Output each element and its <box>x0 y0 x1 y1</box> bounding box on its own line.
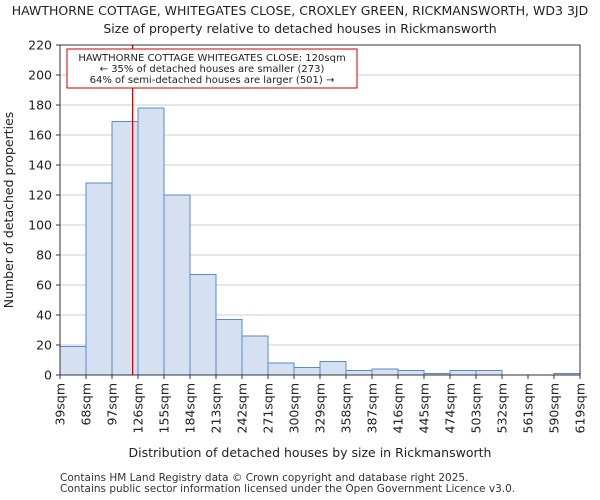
annotation-line-1: HAWTHORNE COTTAGE WHITEGATES CLOSE: 120s… <box>78 53 345 64</box>
x-tick-label: 155sqm <box>157 383 172 433</box>
x-ticks: 39sqm 68sqm 97sqm 126sqm 155sqm 184sqm 213sqm 2… <box>53 375 588 433</box>
bar-474sqm <box>449 370 477 376</box>
x-tick-label: 474sqm <box>443 383 458 433</box>
bar-155sqm <box>163 194 191 376</box>
bar-97sqm <box>111 121 139 376</box>
y-tick-label: 0 <box>44 368 52 383</box>
x-axis-title: Distribution of detached houses by size … <box>129 445 492 460</box>
x-tick-label: 184sqm <box>183 383 198 433</box>
bars <box>59 107 581 376</box>
x-tick-label: 126sqm <box>131 383 146 433</box>
x-tick-label: 619sqm <box>573 383 588 433</box>
footer-line-1: Contains HM Land Registry data © Crown c… <box>60 472 469 484</box>
x-tick-label: 532sqm <box>495 383 510 433</box>
y-tick-label: 220 <box>28 38 52 53</box>
y-tick-label: 100 <box>28 218 52 233</box>
footer-line-2: Contains public sector information licen… <box>60 483 516 495</box>
y-tick-label: 200 <box>28 68 52 83</box>
x-tick-label: 39sqm <box>53 383 68 426</box>
y-tick-label: 140 <box>28 158 52 173</box>
bar-503sqm <box>475 370 503 376</box>
y-tick-label: 180 <box>28 98 52 113</box>
y-tick-label: 120 <box>28 188 52 203</box>
y-axis-title: Number of detached properties <box>1 112 16 309</box>
x-tick-label: 213sqm <box>209 383 224 433</box>
x-tick-label: 271sqm <box>261 383 276 433</box>
x-tick-label: 329sqm <box>313 383 328 433</box>
footer: Contains HM Land Registry data © Crown c… <box>60 473 515 495</box>
x-tick-label: 358sqm <box>339 383 354 433</box>
x-tick-label: 590sqm <box>547 383 562 433</box>
y-tick-label: 60 <box>36 278 52 293</box>
bar-416sqm <box>397 370 425 376</box>
annotation-line-3: 64% of semi-detached houses are larger (… <box>90 75 335 86</box>
plot-frame <box>59 44 581 376</box>
x-tick-label: 300sqm <box>287 383 302 433</box>
x-tick-label: 561sqm <box>521 383 536 433</box>
bar-39sqm <box>59 346 87 376</box>
bar-126sqm <box>137 107 165 376</box>
bar-300sqm <box>293 367 321 376</box>
chart-subtitle: Size of property relative to detached ho… <box>103 21 496 36</box>
y-tick-label: 160 <box>28 128 52 143</box>
annotation-box: HAWTHORNE COTTAGE WHITEGATES CLOSE: 120s… <box>66 48 358 89</box>
y-tick-label: 20 <box>36 338 52 353</box>
y-tick-label: 40 <box>36 308 52 323</box>
x-tick-label: 68sqm <box>79 383 94 426</box>
y-tick-label: 80 <box>36 248 52 263</box>
x-tick-label: 445sqm <box>417 383 432 433</box>
bar-242sqm <box>241 335 269 376</box>
bar-213sqm <box>215 319 243 376</box>
x-tick-label: 97sqm <box>105 383 120 426</box>
x-tick-label: 416sqm <box>391 383 406 433</box>
x-tick-label: 242sqm <box>235 383 250 433</box>
bar-271sqm <box>267 362 295 376</box>
bar-329sqm <box>319 361 347 376</box>
bar-184sqm <box>189 274 217 376</box>
bar-68sqm <box>85 182 113 376</box>
bar-358sqm <box>345 370 373 376</box>
chart-title: HAWTHORNE COTTAGE, WHITEGATES CLOSE, CRO… <box>12 3 588 18</box>
x-tick-label: 387sqm <box>365 383 380 433</box>
x-tick-label: 503sqm <box>469 383 484 433</box>
bar-387sqm <box>371 368 399 376</box>
annotation-line-2: ← 35% of detached houses are smaller (27… <box>100 64 325 75</box>
y-ticks: 0 20 40 60 80 100 120 140 160 180 200 220 <box>28 38 60 383</box>
